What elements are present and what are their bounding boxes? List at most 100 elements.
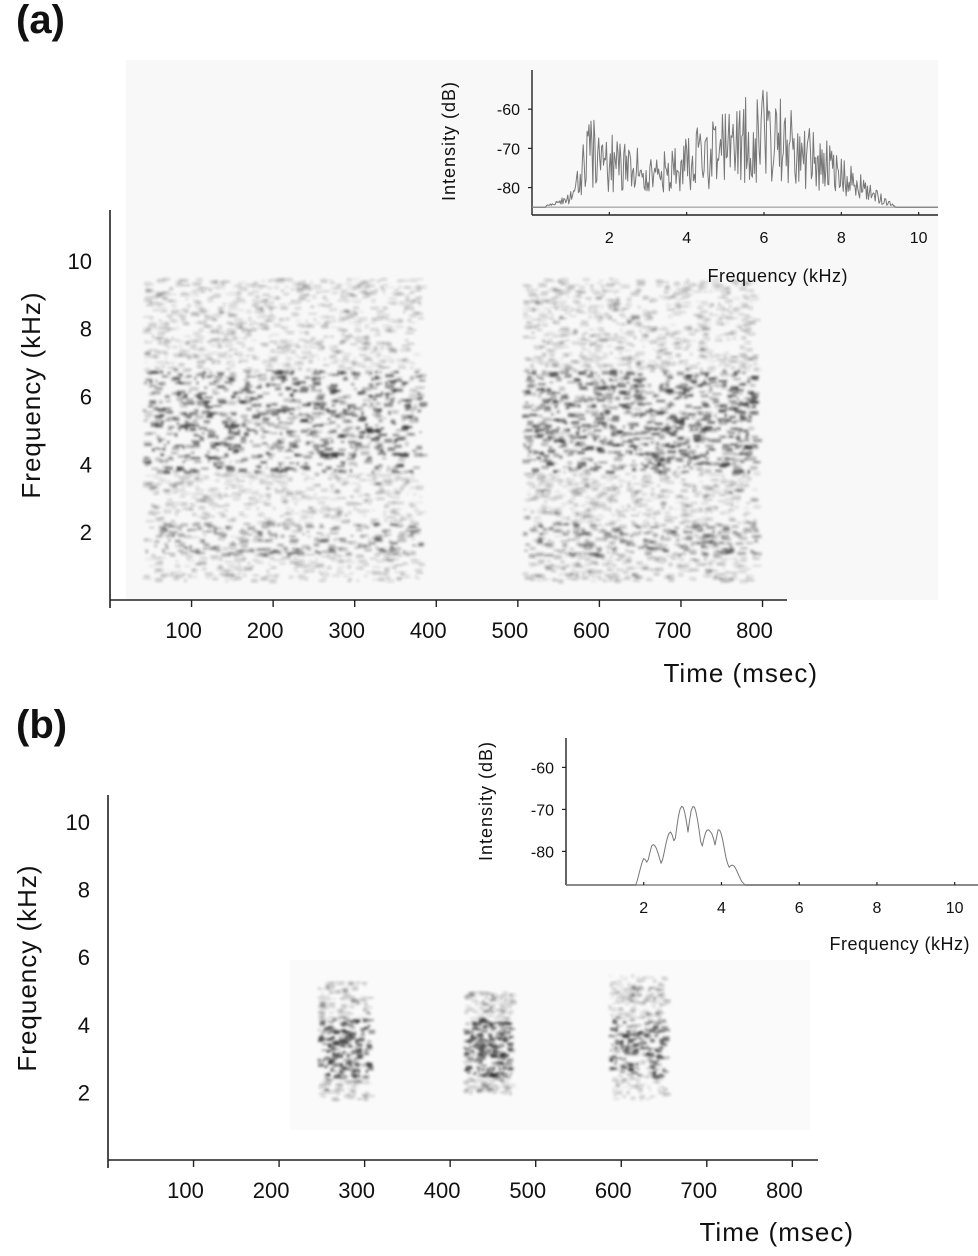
spectrogram-cell bbox=[607, 574, 611, 578]
spectrogram-cell bbox=[180, 317, 186, 322]
spectrogram-cell bbox=[380, 278, 388, 281]
spectrogram-cell bbox=[184, 335, 192, 338]
spectrogram-cell bbox=[183, 535, 192, 538]
spectrogram-cell bbox=[219, 281, 225, 285]
spectrogram-cell bbox=[337, 371, 346, 375]
spectrogram-cell bbox=[238, 308, 244, 312]
spectrogram-cell bbox=[207, 325, 213, 329]
spectrogram-cell bbox=[294, 490, 302, 495]
spectrogram-cell bbox=[748, 364, 753, 368]
spectrogram-cell bbox=[214, 528, 217, 532]
spectrogram-cell bbox=[306, 421, 313, 424]
spectrogram-cell bbox=[202, 371, 207, 375]
spectrogram-cell bbox=[246, 491, 249, 495]
spectrogram-cell bbox=[229, 292, 239, 296]
spectrogram-cell bbox=[383, 478, 392, 483]
spectrogram-cell bbox=[720, 404, 728, 408]
spectrogram-cell bbox=[750, 466, 758, 470]
spectrogram-cell bbox=[170, 361, 176, 365]
spectrogram-cell bbox=[185, 457, 188, 461]
spectrogram-cell bbox=[704, 553, 709, 557]
spectrogram-cell bbox=[306, 368, 312, 372]
spectrogram-cell bbox=[618, 384, 626, 387]
spectrogram-cell bbox=[342, 377, 349, 381]
spectrogram-cell bbox=[662, 348, 668, 350]
spectrogram-cell bbox=[588, 424, 596, 428]
spectrogram-cell bbox=[714, 537, 720, 541]
spectrogram-cell bbox=[319, 370, 323, 373]
spectrogram-cell bbox=[561, 363, 570, 368]
spectrogram-cell bbox=[551, 305, 560, 308]
spectrogram-cell bbox=[711, 535, 715, 540]
spectrogram-cell bbox=[616, 511, 623, 514]
spectrogram-cell bbox=[346, 420, 353, 423]
spectrogram-cell bbox=[639, 330, 642, 333]
spectrogram-cell bbox=[352, 362, 356, 366]
spectrogram-cell bbox=[206, 523, 209, 527]
spectrogram-cell bbox=[391, 549, 397, 552]
spectrogram-cell bbox=[173, 305, 177, 308]
spectrogram-cell bbox=[228, 313, 237, 317]
spectrogram-cell bbox=[224, 475, 234, 478]
spectrogram-cell bbox=[173, 353, 183, 357]
spectrogram-cell bbox=[575, 512, 581, 517]
spectrogram-cell bbox=[577, 569, 585, 574]
spectrogram-cell bbox=[580, 504, 586, 507]
spectrogram-cell bbox=[248, 489, 253, 494]
spectrogram-cell bbox=[351, 410, 356, 415]
spectrogram-cell bbox=[287, 477, 293, 482]
spectrogram-cell bbox=[685, 570, 692, 572]
spectrogram-cell bbox=[606, 545, 611, 549]
spectrogram-cell bbox=[587, 297, 592, 300]
spectrogram-cell bbox=[567, 538, 575, 541]
spectrogram-cell bbox=[667, 574, 675, 578]
spectrogram-cell bbox=[611, 464, 617, 468]
spectrogram-cell bbox=[304, 376, 311, 379]
spectrogram-cell bbox=[723, 547, 733, 551]
spectrogram-cell bbox=[269, 556, 274, 560]
spectrogram-cell bbox=[740, 355, 748, 359]
spectrogram-cell bbox=[725, 407, 728, 412]
spectrogram-cell bbox=[680, 545, 685, 549]
spectrogram-cell bbox=[574, 573, 579, 577]
spectrogram-cell bbox=[310, 432, 319, 435]
spectrogram-cell bbox=[637, 563, 640, 565]
spectrogram-cell bbox=[230, 422, 235, 426]
spectrogram-cell bbox=[241, 545, 248, 548]
spectrogram-cell bbox=[524, 393, 527, 396]
spectrogram-cell bbox=[294, 454, 301, 457]
spectrogram-cell bbox=[636, 288, 642, 293]
spectrogram-cell bbox=[716, 549, 719, 553]
spectrogram-cell bbox=[174, 338, 181, 342]
spectrogram-cell bbox=[251, 391, 255, 394]
spectrogram-cell bbox=[261, 300, 268, 304]
spectrogram-cell bbox=[393, 568, 396, 570]
spectrogram-cell bbox=[162, 375, 168, 378]
spectrogram-cell bbox=[723, 557, 733, 561]
spectrogram-cell bbox=[157, 568, 161, 571]
spectrogram-cell bbox=[689, 551, 697, 555]
spectrogram-cell bbox=[732, 307, 738, 310]
spectrogram-cell bbox=[558, 341, 564, 345]
spectrogram-cell bbox=[597, 502, 606, 505]
spectrogram-cell bbox=[532, 324, 542, 328]
spectrogram-cell bbox=[366, 478, 376, 482]
spectrogram-cell bbox=[296, 343, 299, 347]
spectrogram-cell bbox=[595, 569, 603, 573]
spectrogram-cell bbox=[361, 347, 368, 351]
spectrogram-cell bbox=[153, 474, 161, 479]
spectrogram-cell bbox=[728, 388, 735, 391]
spectrogram-cell bbox=[143, 457, 151, 461]
spectrogram-cell bbox=[722, 435, 727, 438]
spectrogram-cell bbox=[207, 488, 214, 493]
spectrogram-cell bbox=[233, 299, 241, 304]
spectrogram-cell bbox=[743, 328, 753, 331]
spectrogram-cell bbox=[645, 410, 652, 414]
spectrogram-cell bbox=[290, 288, 295, 291]
spectrogram-cell bbox=[220, 412, 228, 417]
spectrogram-cell bbox=[242, 515, 249, 518]
spectrogram-cell bbox=[538, 532, 544, 536]
spectrogram-cell bbox=[233, 554, 239, 557]
spectrogram-cell bbox=[415, 368, 422, 371]
spectrogram-cell bbox=[220, 311, 225, 314]
